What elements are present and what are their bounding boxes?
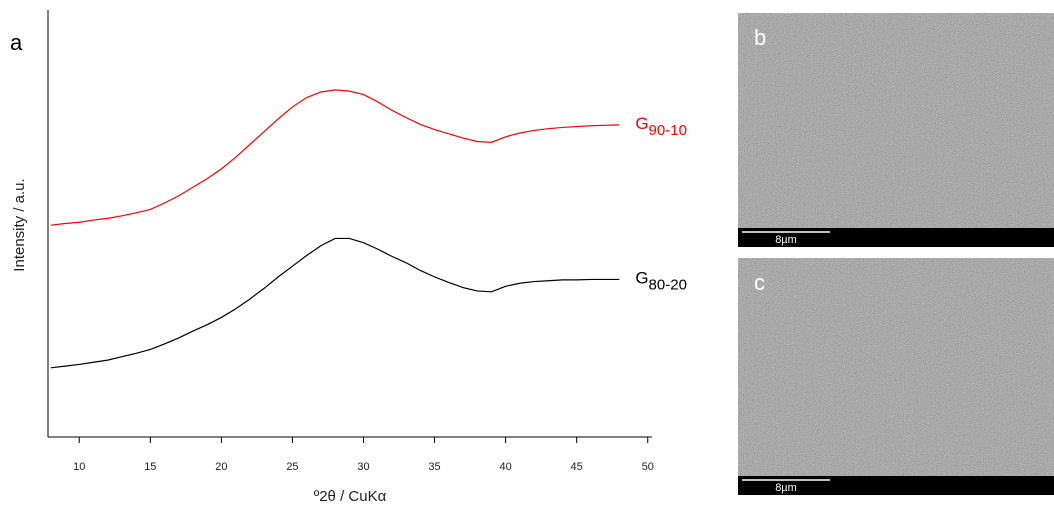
x-tick-label: 10 [73,461,85,473]
scale-bar-label: 8µm [775,482,797,494]
line [50,237,620,369]
x-tick-label: 35 [428,461,440,473]
x-tick-label: 15 [144,461,156,473]
x-tick-label: 20 [215,461,227,473]
scale-bar-label: 8µm [775,234,797,246]
sem-texture [738,13,1054,228]
x-tick-label: 45 [571,461,583,473]
series-label: G90-10 [635,114,687,138]
panel-label: a [10,30,23,55]
x-tick-label: 25 [286,461,298,473]
y-axis-label: Intensity / a.u. [11,178,28,271]
x-tick-label: 40 [499,461,511,473]
panel-label: b [754,25,766,50]
x-tick-label: 30 [357,461,369,473]
x-axis-label: º2θ / CuKα [314,488,387,505]
sem-texture [738,258,1054,476]
x-tick-label: 50 [642,461,654,473]
series-label: G80-20 [635,269,687,293]
panel-label: c [754,270,765,295]
line [50,89,620,226]
